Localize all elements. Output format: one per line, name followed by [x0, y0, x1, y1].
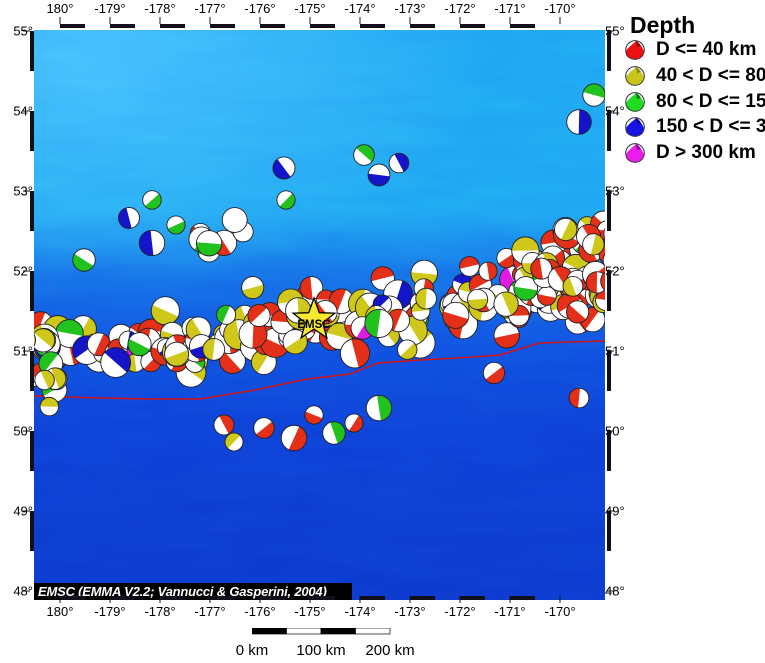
svg-text:EMSC: EMSC	[297, 319, 330, 331]
